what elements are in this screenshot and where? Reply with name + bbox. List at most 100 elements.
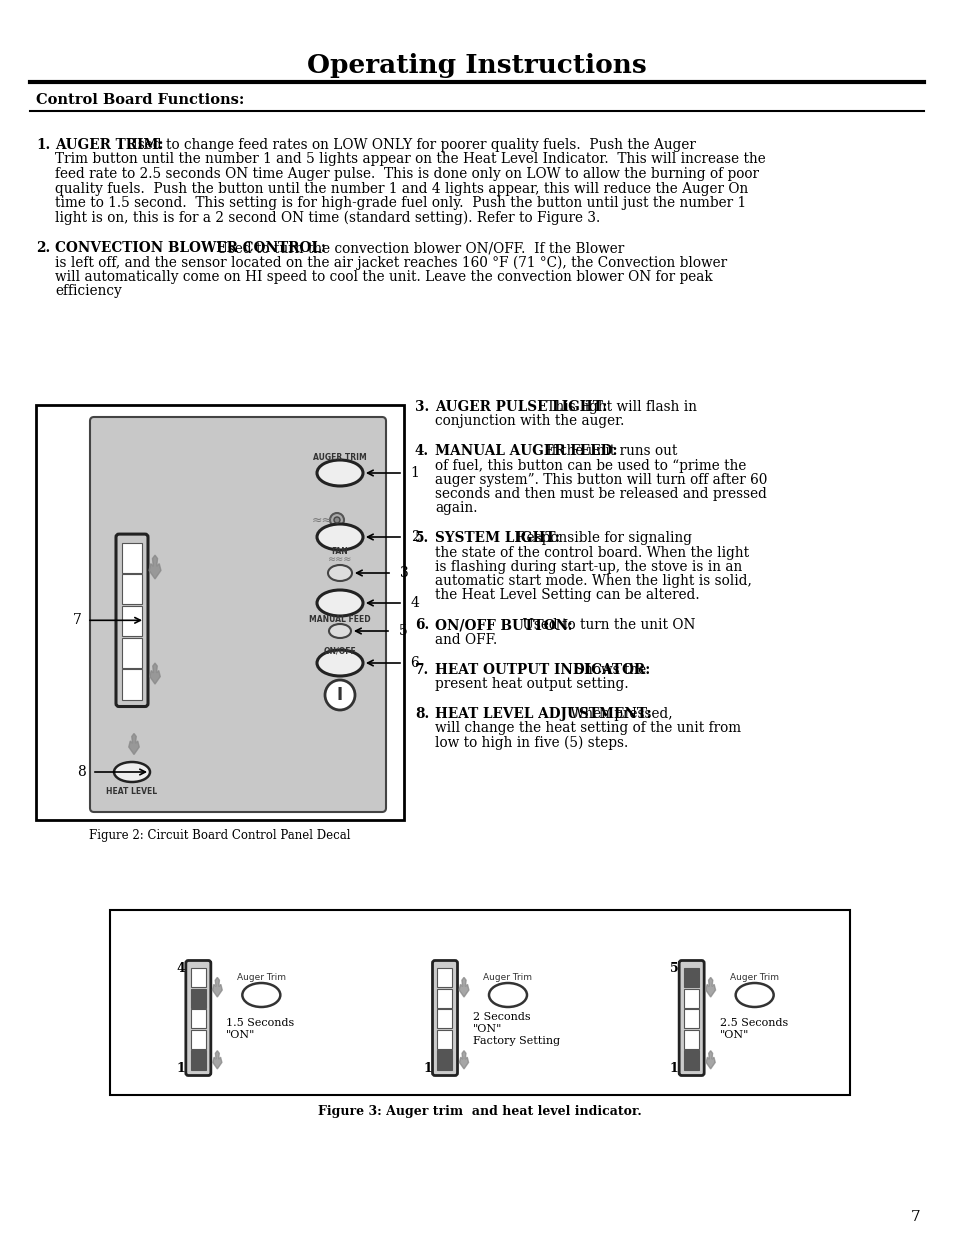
Bar <box>191 968 206 987</box>
Bar <box>437 968 452 987</box>
Text: When pressed,: When pressed, <box>565 708 672 721</box>
Ellipse shape <box>330 513 344 527</box>
Text: is flashing during start-up, the stove is in an: is flashing during start-up, the stove i… <box>435 559 741 574</box>
Bar <box>683 988 699 1008</box>
Bar <box>122 542 142 573</box>
Text: "ON": "ON" <box>719 1030 748 1041</box>
Text: 5: 5 <box>398 624 407 638</box>
Text: 7: 7 <box>909 1210 919 1224</box>
Text: 7.: 7. <box>415 663 429 677</box>
Text: ≈≈≈: ≈≈≈ <box>328 555 352 564</box>
Text: and OFF.: and OFF. <box>435 632 497 647</box>
Text: MANUAL AUGER FEED:: MANUAL AUGER FEED: <box>435 445 617 458</box>
Text: Figure 2: Circuit Board Control Panel Decal: Figure 2: Circuit Board Control Panel De… <box>90 830 351 842</box>
Text: conjunction with the auger.: conjunction with the auger. <box>435 414 623 429</box>
Text: AUGER PULSE LIGHT:: AUGER PULSE LIGHT: <box>435 400 607 414</box>
Polygon shape <box>150 663 160 684</box>
Text: Used to turn the unit ON: Used to turn the unit ON <box>517 619 695 632</box>
Text: again.: again. <box>435 501 477 515</box>
Bar <box>683 1009 699 1029</box>
Text: 2 Seconds: 2 Seconds <box>473 1013 530 1023</box>
Text: 1: 1 <box>423 1062 432 1074</box>
Text: Auger Trim: Auger Trim <box>729 972 779 982</box>
Text: 1: 1 <box>669 1062 678 1074</box>
Text: time to 1.5 second.  This setting is for high-grade fuel only.  Push the button : time to 1.5 second. This setting is for … <box>55 196 745 210</box>
Text: will automatically come on HI speed to cool the unit. Leave the convection blowe: will automatically come on HI speed to c… <box>55 270 712 284</box>
Text: low to high in five (5) steps.: low to high in five (5) steps. <box>435 736 628 750</box>
Text: 4: 4 <box>410 597 419 610</box>
Ellipse shape <box>329 624 351 638</box>
Text: 5.: 5. <box>415 531 429 546</box>
Polygon shape <box>149 556 161 579</box>
Text: the state of the control board. When the light: the state of the control board. When the… <box>435 546 748 559</box>
Text: 1.: 1. <box>36 138 51 152</box>
Text: 3: 3 <box>399 566 408 580</box>
Text: 1.5 Seconds: 1.5 Seconds <box>226 1019 294 1029</box>
Polygon shape <box>705 1051 715 1070</box>
Text: MANUAL FEED: MANUAL FEED <box>309 615 371 624</box>
Text: Control Board Functions:: Control Board Functions: <box>36 93 244 107</box>
Text: HEAT LEVEL: HEAT LEVEL <box>107 788 157 797</box>
Text: Figure 3: Auger trim  and heat level indicator.: Figure 3: Auger trim and heat level indi… <box>317 1104 641 1118</box>
Text: I: I <box>336 685 343 704</box>
Polygon shape <box>459 1051 468 1070</box>
Text: light is on, this is for a 2 second ON time (standard setting). Refer to Figure : light is on, this is for a 2 second ON t… <box>55 210 599 225</box>
Ellipse shape <box>316 650 363 676</box>
Text: Operating Instructions: Operating Instructions <box>307 53 646 78</box>
Bar <box>437 1030 452 1049</box>
Ellipse shape <box>316 524 363 550</box>
Text: If the unit runs out: If the unit runs out <box>541 445 677 458</box>
Bar <box>191 1009 206 1029</box>
Text: 1: 1 <box>410 466 419 480</box>
Text: efficiency: efficiency <box>55 284 122 299</box>
Text: HEAT OUTPUT INDICATOR:: HEAT OUTPUT INDICATOR: <box>435 663 650 677</box>
Text: 5: 5 <box>669 962 678 974</box>
Ellipse shape <box>316 590 363 616</box>
Text: 8: 8 <box>77 764 87 779</box>
Text: Auger Trim: Auger Trim <box>236 972 286 982</box>
Ellipse shape <box>489 983 526 1007</box>
Text: will change the heat setting of the unit from: will change the heat setting of the unit… <box>435 721 740 735</box>
Text: This light will flash in: This light will flash in <box>541 400 697 414</box>
Bar <box>122 637 142 668</box>
FancyBboxPatch shape <box>679 961 703 1076</box>
Text: 4: 4 <box>176 962 185 974</box>
Text: 8.: 8. <box>415 708 429 721</box>
Text: ON/OFF: ON/OFF <box>323 646 356 656</box>
Bar <box>122 574 142 604</box>
Text: 6.: 6. <box>415 619 429 632</box>
Text: 7: 7 <box>72 614 81 627</box>
Polygon shape <box>705 977 715 997</box>
Text: present heat output setting.: present heat output setting. <box>435 677 628 692</box>
Bar <box>683 968 699 987</box>
Text: CONVECTION BLOWER CONTROL:: CONVECTION BLOWER CONTROL: <box>55 241 326 254</box>
Text: 6: 6 <box>410 656 419 671</box>
Bar <box>36 405 403 820</box>
Text: 2.5 Seconds: 2.5 Seconds <box>719 1019 787 1029</box>
Ellipse shape <box>316 459 363 487</box>
Text: is left off, and the sensor located on the air jacket reaches 160 °F (71 °C), th: is left off, and the sensor located on t… <box>55 256 726 270</box>
Text: ≈≈: ≈≈ <box>312 514 333 526</box>
Bar <box>437 988 452 1008</box>
Text: feed rate to 2.5 seconds ON time Auger pulse.  This is done only on LOW to allow: feed rate to 2.5 seconds ON time Auger p… <box>55 167 759 182</box>
Text: 3.: 3. <box>415 400 429 414</box>
Text: seconds and then must be released and pressed: seconds and then must be released and pr… <box>435 487 766 501</box>
Bar <box>437 1009 452 1029</box>
Text: Responsible for signaling: Responsible for signaling <box>512 531 692 546</box>
Bar <box>683 1030 699 1049</box>
Polygon shape <box>213 1051 222 1070</box>
Ellipse shape <box>334 517 339 522</box>
Bar <box>191 1030 206 1049</box>
Text: SYSTEM LIGHT:: SYSTEM LIGHT: <box>435 531 559 546</box>
Bar <box>110 910 849 1095</box>
Ellipse shape <box>242 983 280 1007</box>
Bar <box>122 606 142 636</box>
Text: Auger Trim: Auger Trim <box>483 972 532 982</box>
Polygon shape <box>458 977 469 997</box>
Text: Used to change feed rates on LOW ONLY for poorer quality fuels.  Push the Auger: Used to change feed rates on LOW ONLY fo… <box>121 138 695 152</box>
Ellipse shape <box>328 564 352 580</box>
Text: automatic start mode. When the light is solid,: automatic start mode. When the light is … <box>435 574 751 588</box>
FancyBboxPatch shape <box>186 961 211 1076</box>
Ellipse shape <box>735 983 773 1007</box>
Polygon shape <box>213 977 222 997</box>
